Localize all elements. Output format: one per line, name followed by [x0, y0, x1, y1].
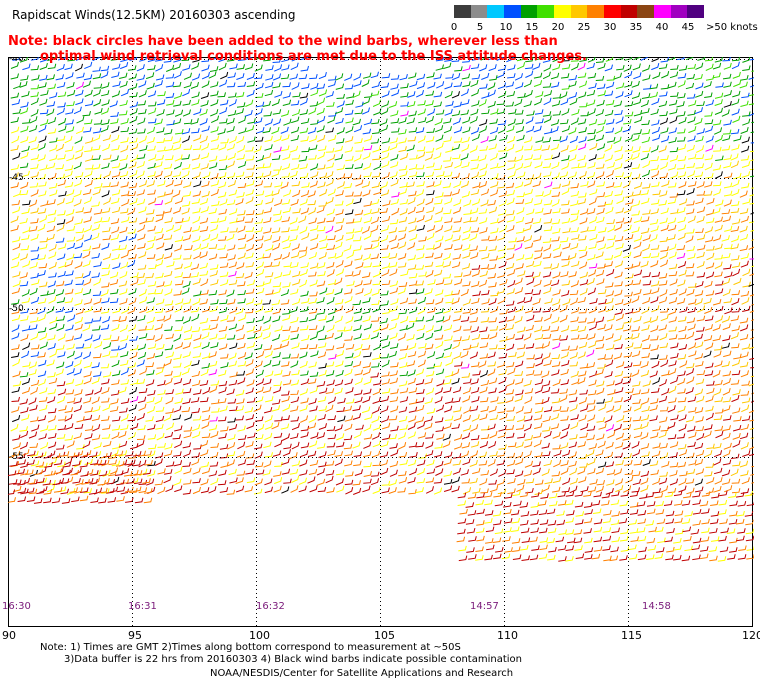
legend-unit: >50 knots — [706, 22, 758, 33]
legend-swatch — [670, 5, 688, 18]
legend-label: 15 — [525, 22, 539, 33]
lat-label: -55 — [9, 452, 24, 462]
wind-barb-map: -40-45-50-55-60 — [8, 57, 754, 627]
legend-swatch — [553, 5, 571, 18]
lon-label: 100 — [249, 629, 270, 642]
pass-time: 14:58 — [642, 601, 671, 612]
legend-label: 0 — [450, 22, 458, 33]
attitude-note: Note: black circles have been added to t… — [8, 34, 587, 64]
map-title: Rapidscat Winds(12.5KM) 20160303 ascendi… — [12, 8, 296, 22]
legend-label: 25 — [577, 22, 591, 33]
lon-label: 115 — [621, 629, 642, 642]
legend-swatch — [537, 5, 554, 18]
wind-barbs — [8, 57, 754, 562]
pass-time: 16:31 — [128, 601, 157, 612]
lon-label: 105 — [374, 629, 395, 642]
lon-label: 95 — [128, 629, 142, 642]
legend-label: 45 — [681, 22, 695, 33]
pass-time: 14:57 — [470, 601, 499, 612]
legend-swatch — [587, 5, 604, 18]
legend-swatch — [653, 5, 671, 18]
footer-credit: NOAA/NESDIS/Center for Satellite Applica… — [210, 668, 514, 679]
footer-note-2: 3)Data buffer is 22 hrs from 20160303 4)… — [64, 654, 522, 665]
legend-color-bar — [454, 5, 704, 18]
legend-swatch — [520, 5, 538, 18]
legend-swatch — [603, 5, 621, 18]
pass-time: 16:32 — [256, 601, 285, 612]
lat-label: -50 — [9, 304, 24, 314]
legend-label: 35 — [629, 22, 643, 33]
lat-label: -40 — [9, 57, 24, 64]
legend-swatch — [570, 5, 588, 18]
speed-legend: 0 5 10 15 20 25 30 35 40 45 >50 knots — [451, 5, 758, 39]
legend-swatch — [454, 5, 471, 18]
footer-note-1: Note: 1) Times are GMT 2)Times along bot… — [40, 642, 461, 653]
lon-label: 120 — [742, 629, 760, 642]
graticule — [8, 57, 753, 627]
lon-label: 90 — [2, 629, 16, 642]
legend-swatch — [487, 5, 504, 18]
legend-label: 10 — [499, 22, 513, 33]
legend-label: 5 — [476, 22, 484, 33]
legend-swatch — [503, 5, 521, 18]
legend-label: 20 — [551, 22, 565, 33]
note-line-1: Note: black circles have been added to t… — [8, 34, 558, 49]
legend-label: 40 — [655, 22, 669, 33]
legend-swatch — [687, 5, 704, 18]
pass-time: 16:30 — [2, 601, 31, 612]
legend-swatch — [637, 5, 654, 18]
lat-label: -45 — [9, 173, 24, 183]
note-line-2: optimal wind retrieval conditions are me… — [40, 49, 587, 64]
legend-swatch — [470, 5, 488, 18]
legend-label: 30 — [603, 22, 617, 33]
lon-label: 110 — [497, 629, 518, 642]
legend-swatch — [620, 5, 638, 18]
